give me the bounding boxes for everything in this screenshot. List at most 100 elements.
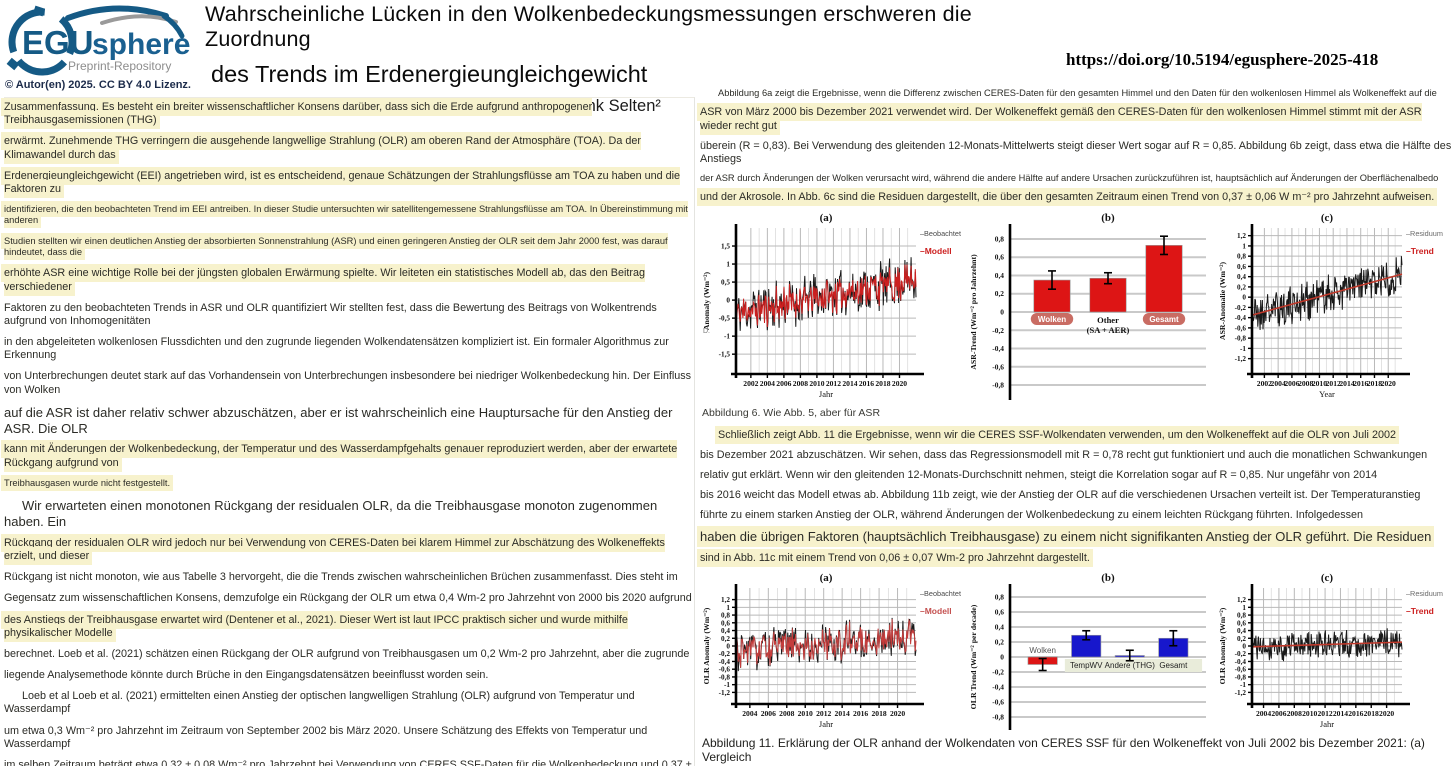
- license-text: © Autor(en) 2025. CC BY 4.0 Lizenz.: [5, 79, 191, 91]
- svg-text:(c): (c): [1321, 572, 1334, 584]
- svg-text:-0,8: -0,8: [1235, 334, 1247, 342]
- text-line: haben die übrigen Faktoren (hauptsächlic…: [700, 529, 1432, 545]
- svg-text:–Residuum: –Residuum: [1406, 589, 1443, 598]
- svg-text:-0,6: -0,6: [1235, 666, 1247, 674]
- svg-text:2012: 2012: [816, 709, 831, 718]
- figure11-caption-line1: Abbildung 11. Erklärung der OLR anhand d…: [702, 736, 1425, 765]
- svg-text:2014: 2014: [842, 379, 857, 388]
- svg-text:2008: 2008: [793, 379, 808, 388]
- svg-text:2016: 2016: [859, 379, 874, 388]
- svg-text:-0,2: -0,2: [719, 651, 731, 659]
- text-line: in den abgeleiteten wolkenlosen Flussdic…: [4, 336, 669, 362]
- svg-text:-0,2: -0,2: [992, 325, 1004, 334]
- svg-text:2018: 2018: [1367, 379, 1382, 388]
- text-line: Loeb et al Loeb et al. (2021) ermittelte…: [4, 690, 635, 716]
- svg-text:2010: 2010: [1312, 379, 1327, 388]
- egusphere-logo: EGU sphere Preprint-Repository: [6, 2, 206, 76]
- svg-text:2002: 2002: [743, 379, 758, 388]
- text-line: Schließlich zeigt Abb. 11 die Ergebnisse…: [718, 428, 1396, 441]
- svg-text:-0,6: -0,6: [1235, 324, 1247, 332]
- text-line: ASR von März 2000 bis Dezember 2021 verw…: [700, 106, 1422, 132]
- text-line: erwärmt. Zunehmende THG verringern die a…: [4, 135, 641, 161]
- svg-text:2006: 2006: [761, 709, 776, 718]
- doi-link[interactable]: https://doi.org/10.5194/egusphere-2025-4…: [1066, 50, 1379, 69]
- svg-text:2018: 2018: [875, 379, 890, 388]
- text-line: von Unterbrechungen deutet stark auf das…: [4, 370, 692, 396]
- chart-fig6c: 1,2 1 0,8 0,6 0,4 0,2 0 -0,2 -0,4 -0,6 -0,8 -1 -1,2 2…: [1216, 212, 1452, 404]
- svg-text:Other: Other: [1097, 315, 1119, 325]
- svg-text:-0,8: -0,8: [1235, 674, 1247, 682]
- svg-text:Andere (THG): Andere (THG): [1105, 661, 1156, 670]
- svg-text:2010: 2010: [1302, 709, 1317, 718]
- svg-text:0,6: 0,6: [721, 620, 730, 628]
- svg-text:Jahr: Jahr: [819, 389, 833, 399]
- chart-fig6b: 0,8 0,6 0,4 0,2 0 -0,2 -0,4 -0,6 -0,8 Wolken Other…: [966, 212, 1216, 404]
- svg-text:-0,4: -0,4: [1235, 314, 1247, 322]
- svg-text:2004: 2004: [742, 709, 757, 718]
- svg-text:0,8: 0,8: [721, 612, 730, 620]
- svg-text:–Beobachtet: –Beobachtet: [920, 229, 961, 238]
- text-line: kann mit Änderungen der Wolkenbedeckung,…: [4, 443, 678, 469]
- svg-text:0,2: 0,2: [1237, 635, 1246, 643]
- svg-text:(b): (b): [1101, 572, 1115, 584]
- svg-text:0,2: 0,2: [721, 635, 730, 643]
- text-line: Studien stellten wir einen deutlichen An…: [4, 235, 668, 258]
- svg-text:2020: 2020: [890, 709, 905, 718]
- page-title-line1: Wahrscheinliche Lücken in den Wolkenbede…: [205, 2, 972, 51]
- svg-text:0,6: 0,6: [995, 608, 1005, 617]
- svg-text:(SA + AER): (SA + AER): [1087, 325, 1130, 335]
- svg-text:-0,4: -0,4: [992, 683, 1004, 692]
- svg-text:Jahr: Jahr: [819, 719, 833, 729]
- svg-text:0,4: 0,4: [1237, 273, 1246, 281]
- svg-text:(a): (a): [820, 572, 833, 584]
- chart-fig11b: 0,8 0,6 0,4 0,2 0 -0,2 -0,4 -0,6 -0,8 Wolken TempW…: [966, 572, 1216, 734]
- svg-text:ASR-Anomalie (Wm⁻²): ASR-Anomalie (Wm⁻²): [1218, 261, 1227, 340]
- chart-fig11c: 1,2 1 0,8 0,6 0,4 0,2 0 -0,2 -0,4 -0,6 -0,8 -1 -1,2 2…: [1216, 572, 1452, 734]
- svg-text:0,4: 0,4: [721, 627, 730, 635]
- svg-text:-0,4: -0,4: [992, 344, 1004, 353]
- svg-text:Year: Year: [1319, 389, 1335, 399]
- svg-text:-1: -1: [724, 332, 730, 340]
- svg-text:2006: 2006: [1284, 379, 1299, 388]
- svg-text:-0,4: -0,4: [1235, 658, 1247, 666]
- svg-text:ASR-Trend (Wm⁻² pro Jahrzehnt): ASR-Trend (Wm⁻² pro Jahrzehnt): [969, 253, 978, 369]
- svg-text:D.: D.: [703, 328, 710, 335]
- svg-text:0: 0: [1242, 293, 1246, 301]
- svg-text:-0,4: -0,4: [719, 658, 731, 666]
- text-line: im selben Zeitraum beträgt etwa 0,32 ± 0…: [4, 758, 692, 766]
- svg-text:0,2: 0,2: [995, 289, 1005, 298]
- text-line: identifizieren, die den beobachteten Tre…: [4, 204, 688, 226]
- svg-text:2010: 2010: [798, 709, 813, 718]
- text-line: Erdenergieungleichgewicht (EEI) angetrie…: [4, 169, 681, 195]
- figure11-paragraph: Schließlich zeigt Abb. 11 die Ergebnisse…: [700, 428, 1452, 566]
- svg-text:1: 1: [726, 604, 730, 612]
- svg-text:0: 0: [1242, 643, 1246, 651]
- egusphere-logo-icon: EGU sphere Preprint-Repository: [6, 5, 190, 76]
- text-line: überein (R = 0,83). Bei Verwendung des g…: [700, 139, 1452, 165]
- svg-text:TempWV: TempWV: [1070, 661, 1103, 670]
- svg-text:sphere: sphere: [92, 28, 190, 61]
- svg-text:-1,5: -1,5: [719, 350, 731, 358]
- svg-text:(c): (c): [1321, 212, 1334, 224]
- svg-text:-0,6: -0,6: [719, 666, 731, 674]
- svg-text:2014: 2014: [1333, 709, 1348, 718]
- svg-text:-0,2: -0,2: [992, 668, 1004, 677]
- chart-svg: 1,210,80,60,40,20-0,2-0,4-0,6-0,8-1-1,2 2…: [1218, 572, 1443, 729]
- svg-text:1,2: 1,2: [721, 597, 730, 605]
- svg-text:2012: 2012: [1326, 379, 1341, 388]
- svg-text:1: 1: [1242, 604, 1246, 612]
- svg-text:2002: 2002: [1257, 379, 1272, 388]
- figure6-charts: 1,5 1 0,5 0 -0,5 -1 -1,5 2002 2004 2006 2008 2010 20…: [700, 212, 1452, 404]
- svg-text:2014: 2014: [835, 709, 850, 718]
- svg-text:-1,2: -1,2: [1235, 355, 1247, 363]
- svg-text:-1,2: -1,2: [719, 689, 731, 697]
- abstract-column: Zusammenfassung. Es besteht ein breiter …: [4, 97, 695, 766]
- text-line: Rückgang der residualen OLR wird jedoch …: [4, 536, 665, 562]
- svg-text:0,5: 0,5: [721, 278, 730, 286]
- svg-text:0,4: 0,4: [1237, 627, 1246, 635]
- svg-text:-0,2: -0,2: [1235, 303, 1247, 311]
- chart-svg: 1,210,80,60,40,20-0,2-0,4-0,6-0,8-1-1,2 2…: [702, 572, 961, 729]
- svg-text:0,8: 0,8: [995, 234, 1005, 243]
